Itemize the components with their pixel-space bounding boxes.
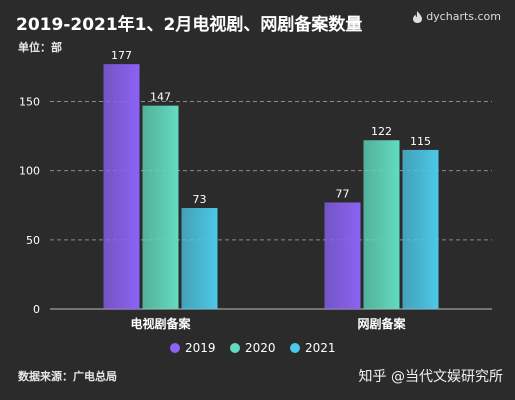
unit-label: 单位：部 [18,41,62,54]
flame-icon [413,10,423,23]
legend-label: 2020 [245,341,276,355]
brand-text: dycharts.com [426,10,501,23]
bar [181,208,218,309]
data-label: 122 [371,125,392,138]
x-tick-label: 网剧备案 [357,316,406,331]
legend-label: 2019 [185,341,216,355]
y-tick-label: 0 [33,303,40,316]
y-tick-label: 100 [19,165,40,178]
data-label: 73 [193,193,207,206]
bar [142,105,179,310]
bar [103,64,140,310]
legend-marker [170,343,180,353]
legend-marker [230,343,240,353]
data-label: 115 [410,135,431,148]
data-label: 77 [336,187,350,200]
bar [363,140,400,309]
data-label: 147 [150,91,171,104]
legend-label: 2021 [305,341,336,355]
bar [324,202,361,309]
watermark: 知乎 @当代文娱研究所 [358,369,503,385]
data-label: 177 [111,49,132,62]
data-source: 数据来源：广电总局 [18,370,117,383]
bar [402,149,439,309]
brand: dycharts.com [413,10,501,23]
y-tick-label: 150 [19,96,40,109]
x-tick-label: 电视剧备案 [130,316,191,331]
chart-title: 2019-2021年1、2月电视剧、网剧备案数量 [16,15,363,35]
y-tick-label: 50 [26,234,40,247]
legend-marker [290,343,300,353]
